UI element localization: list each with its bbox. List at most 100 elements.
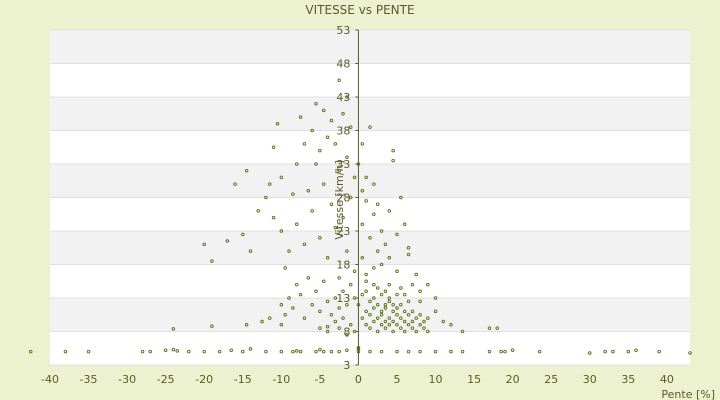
data-point <box>372 282 376 287</box>
data-point <box>449 323 453 327</box>
data-point <box>325 325 330 329</box>
x-tick-label: 25 <box>544 373 558 386</box>
data-point <box>345 249 349 253</box>
data-point <box>402 309 407 314</box>
data-point <box>499 349 503 354</box>
data-point <box>360 256 365 260</box>
data-point <box>241 232 245 237</box>
data-point <box>321 108 326 113</box>
data-point <box>395 323 399 327</box>
data-point <box>603 349 607 354</box>
data-point <box>187 349 191 354</box>
data-point <box>379 309 384 314</box>
x-tick-label: 15 <box>467 373 481 386</box>
data-point <box>368 326 372 330</box>
data-point <box>372 296 376 300</box>
data-point <box>460 349 465 354</box>
x-tick-label: -5 <box>314 373 325 386</box>
data-point <box>418 299 422 304</box>
data-point <box>337 306 341 310</box>
data-point <box>302 142 307 146</box>
data-point <box>406 245 411 250</box>
data-point <box>310 209 314 213</box>
data-point <box>171 347 176 352</box>
data-point <box>279 175 284 180</box>
data-point <box>487 349 492 354</box>
data-point <box>341 111 345 116</box>
data-point <box>402 292 407 297</box>
data-point <box>402 319 407 324</box>
x-axis-label: Pente [%] <box>661 388 715 400</box>
y-tick-label: 38 <box>336 125 350 138</box>
y-tick-label: 33 <box>336 158 350 171</box>
data-point <box>329 118 334 123</box>
data-point <box>352 175 357 180</box>
data-point <box>294 349 299 353</box>
data-point <box>383 306 388 310</box>
data-point <box>333 225 338 230</box>
data-point <box>298 115 303 119</box>
data-point <box>399 195 403 200</box>
data-point <box>441 319 446 324</box>
data-point <box>352 269 357 273</box>
data-point <box>406 313 411 317</box>
data-point <box>387 323 392 327</box>
data-point <box>294 162 299 166</box>
y-tick-label: 28 <box>336 192 350 205</box>
data-point <box>391 148 395 153</box>
data-point <box>329 202 334 206</box>
data-point <box>329 313 334 317</box>
data-point <box>391 329 395 334</box>
grid-band <box>50 331 690 365</box>
data-point <box>418 313 422 317</box>
data-point <box>418 323 422 327</box>
grid-band <box>50 30 690 64</box>
data-point <box>291 349 295 354</box>
data-point <box>318 148 322 153</box>
data-point <box>387 256 392 260</box>
data-point <box>372 319 376 324</box>
x-tick-label: -40 <box>41 373 59 386</box>
data-point <box>279 229 284 233</box>
data-point <box>414 316 419 320</box>
data-point <box>418 289 422 294</box>
data-point <box>433 349 438 354</box>
data-point <box>283 313 287 317</box>
data-point <box>348 323 353 327</box>
data-point <box>248 249 253 253</box>
data-point <box>460 329 465 334</box>
data-point <box>495 326 499 330</box>
data-point <box>406 349 411 354</box>
grid-band <box>50 164 690 198</box>
data-point <box>375 329 380 334</box>
data-point <box>318 347 322 352</box>
data-point <box>410 326 415 330</box>
data-point <box>395 313 399 317</box>
data-point <box>244 168 249 173</box>
grid-bands <box>50 29 690 366</box>
x-tick-label: 40 <box>660 373 674 386</box>
data-point <box>337 276 341 280</box>
data-point <box>487 326 492 330</box>
grid-band <box>50 264 690 298</box>
data-point <box>264 349 268 354</box>
x-tick-label: 5 <box>393 373 400 386</box>
data-point <box>387 299 392 304</box>
data-point <box>271 215 276 220</box>
x-tick-label: 35 <box>621 373 635 386</box>
data-point <box>217 349 222 354</box>
data-point <box>260 319 264 324</box>
data-point <box>345 333 349 337</box>
data-point <box>341 316 345 320</box>
data-point <box>294 222 299 227</box>
data-point <box>63 349 68 354</box>
data-point <box>352 329 357 334</box>
data-point <box>375 286 380 290</box>
data-point <box>372 182 376 186</box>
data-point <box>406 252 411 257</box>
data-point <box>422 319 426 324</box>
data-point <box>364 175 368 180</box>
data-point <box>325 135 330 139</box>
